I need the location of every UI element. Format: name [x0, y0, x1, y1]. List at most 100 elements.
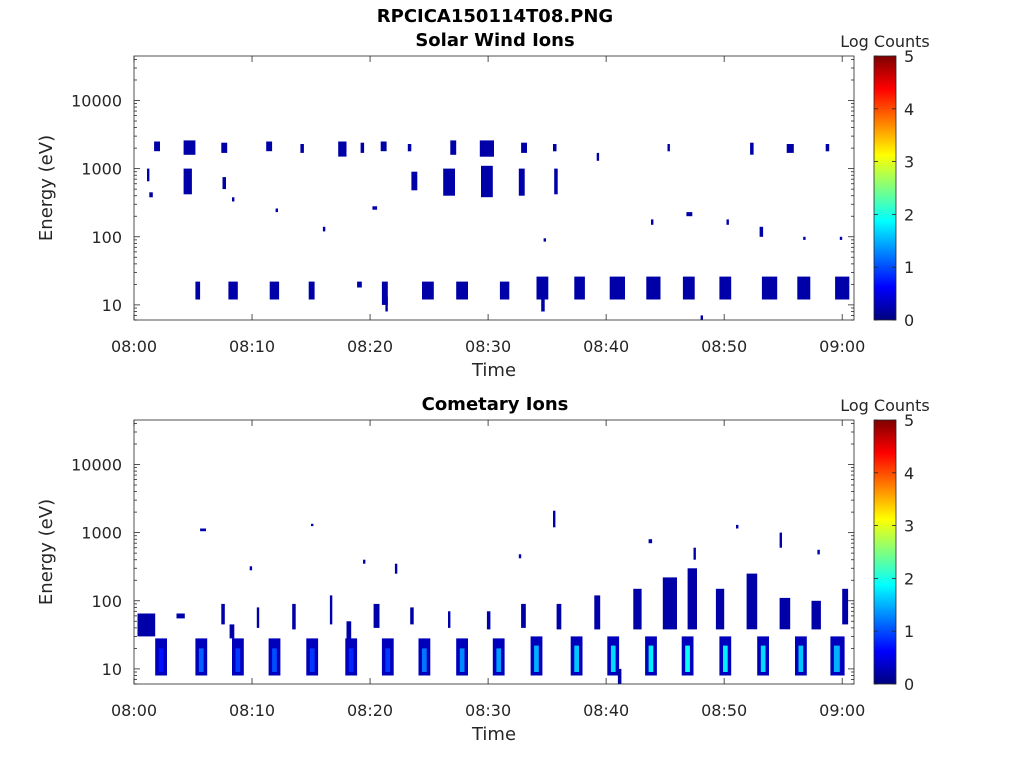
figure-title: RPCICA150114T08.PNG	[376, 6, 614, 27]
x-tick-label: 09:00	[819, 701, 865, 720]
heatmap-cell	[556, 603, 562, 630]
heatmap-cell	[443, 168, 455, 196]
heatmap-cell	[833, 645, 840, 672]
y-tick-label: 10000	[71, 92, 122, 111]
heatmap-cell	[835, 276, 850, 300]
colorbar-tick-label: 2	[904, 569, 914, 588]
heatmap-cell	[456, 281, 468, 300]
heatmap-cell	[450, 140, 457, 155]
heatmap-cell	[750, 142, 754, 155]
heatmap-cell	[825, 144, 830, 152]
colorbar	[873, 55, 897, 321]
heatmap-cell	[411, 171, 418, 191]
heatmap-cell	[228, 281, 238, 300]
heatmap-cell	[648, 539, 653, 544]
x-tick-label: 08:00	[111, 701, 157, 720]
heatmap-cell	[360, 142, 365, 153]
heatmap-cell	[553, 510, 556, 528]
panel1-axes-box	[133, 55, 855, 321]
heatmap-cell	[275, 208, 278, 213]
colorbar	[873, 419, 897, 685]
heatmap-cell	[667, 144, 670, 152]
heatmap-cell	[479, 140, 494, 157]
heatmap-cell	[137, 613, 156, 637]
heatmap-cell	[609, 276, 625, 300]
heatmap-cell	[633, 588, 642, 630]
heatmap-cell	[373, 603, 380, 628]
panel2-axes-box	[133, 419, 855, 685]
x-tick-label: 08:30	[465, 701, 511, 720]
heatmap-cell	[308, 281, 315, 300]
heatmap-cell	[322, 226, 326, 232]
y-tick-label: 10	[102, 660, 122, 679]
heatmap-cell	[543, 238, 546, 242]
heatmap-cell	[329, 595, 333, 625]
x-tick-label: 09:00	[819, 337, 865, 356]
heatmap-cell	[648, 645, 654, 672]
heatmap-cell	[394, 563, 398, 574]
heatmap-cell	[198, 648, 204, 672]
heatmap-cell	[410, 607, 414, 625]
heatmap-cell	[459, 648, 465, 672]
heatmap-cell	[292, 603, 296, 630]
heatmap-cell	[486, 611, 491, 630]
colorbar-tick-label: 0	[904, 675, 914, 694]
heatmap-cell	[842, 588, 849, 625]
heatmap-cell	[499, 281, 510, 300]
heatmap-cell	[195, 281, 201, 300]
panel2-cells	[137, 510, 849, 684]
colorbar-tick-label: 1	[904, 622, 914, 641]
heatmap-cell	[715, 588, 725, 630]
heatmap-cell	[249, 566, 253, 571]
heatmap-cell	[686, 212, 693, 217]
heatmap-cell	[574, 276, 585, 300]
x-tick-label: 08:50	[701, 337, 747, 356]
heatmap-cell	[221, 142, 228, 153]
heatmap-cell	[536, 276, 549, 300]
heatmap-cell	[610, 645, 616, 672]
heatmap-cell	[786, 144, 794, 153]
x-tick-label: 08:30	[465, 337, 511, 356]
heatmap-cell	[311, 523, 314, 527]
heatmap-cell	[221, 603, 225, 625]
colorbar-tick-label: 4	[904, 464, 914, 483]
heatmap-cell	[422, 281, 434, 300]
heatmap-cell	[518, 554, 522, 559]
colorbar-label: Log Counts	[840, 396, 930, 415]
heatmap-cell	[363, 559, 366, 564]
heatmap-cell	[385, 297, 388, 312]
x-tick-label: 08:20	[347, 701, 393, 720]
heatmap-cell	[229, 624, 235, 639]
heatmap-cell	[496, 648, 502, 672]
heatmap-cell	[448, 611, 451, 628]
heatmap-cell	[176, 613, 185, 619]
y-tick-label: 100	[91, 228, 122, 247]
heatmap-cell	[149, 192, 153, 198]
heatmap-cell	[761, 276, 778, 300]
heatmap-cell	[736, 524, 739, 529]
y-tick-label: 1000	[81, 160, 122, 179]
heatmap-cell	[723, 645, 728, 672]
heatmap-cell	[521, 142, 527, 153]
heatmap-cell	[235, 648, 241, 672]
x-tick-label: 08:50	[701, 701, 747, 720]
x-tick-label: 08:10	[229, 337, 275, 356]
heatmap-cell	[534, 645, 539, 672]
heatmap-cell	[554, 168, 558, 195]
heatmap-cell	[594, 595, 601, 630]
colorbar-tick-label: 0	[904, 311, 914, 330]
heatmap-cell	[222, 177, 226, 190]
heatmap-cell	[422, 648, 427, 672]
y-tick-label: 10000	[71, 456, 122, 475]
y-tick-label: 1000	[81, 524, 122, 543]
heatmap-cell	[719, 276, 732, 300]
heatmap-cell	[646, 276, 661, 300]
colorbar-label: Log Counts	[840, 32, 930, 51]
heatmap-cell	[617, 668, 622, 684]
heatmap-cell	[662, 577, 677, 630]
heatmap-cell	[183, 168, 192, 195]
heatmap-cell	[380, 141, 387, 152]
heatmap-cell	[200, 528, 206, 532]
y-tick-label: 100	[91, 592, 122, 611]
